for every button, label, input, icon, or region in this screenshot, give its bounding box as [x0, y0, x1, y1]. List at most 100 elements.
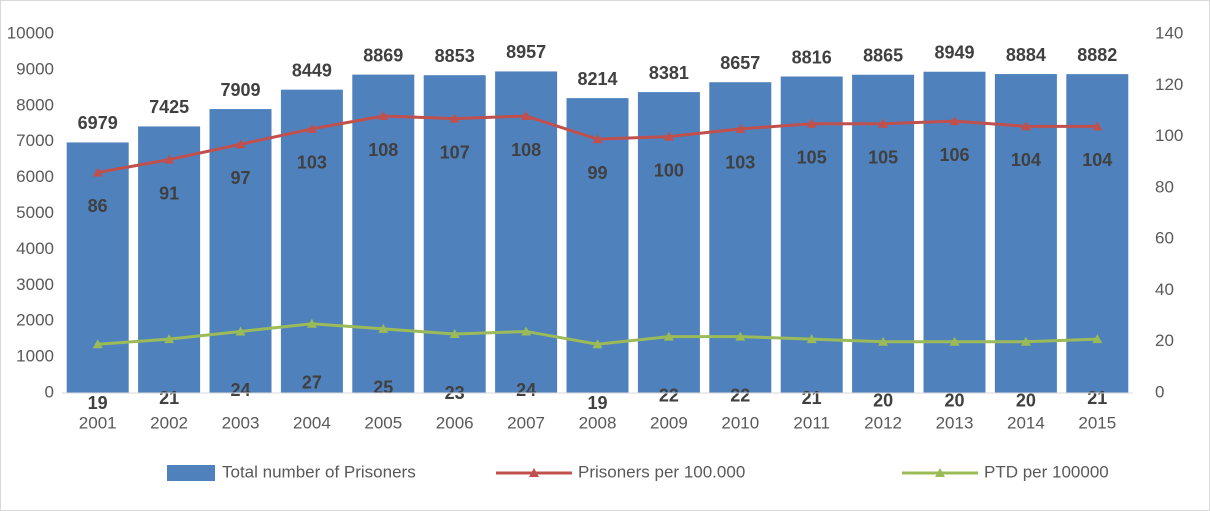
- data-label: 20: [944, 390, 964, 410]
- data-label: 108: [511, 140, 541, 160]
- marker: [521, 326, 532, 336]
- marker: [306, 318, 317, 328]
- marker: [1092, 121, 1103, 131]
- data-label: 103: [297, 153, 327, 173]
- data-label: 8214: [577, 69, 617, 89]
- y2-tick-label: 0: [1155, 382, 1164, 401]
- marker: [592, 134, 603, 144]
- marker: [164, 154, 175, 164]
- y-tick-label: 3000: [16, 275, 54, 294]
- x-tick-label: 2009: [650, 413, 688, 432]
- bar: [495, 71, 558, 394]
- x-tick-label: 2005: [364, 413, 402, 432]
- data-label: 25: [373, 378, 393, 398]
- marker: [378, 323, 389, 333]
- data-label: 105: [797, 148, 827, 168]
- marker: [592, 339, 603, 349]
- x-tick-label: 2012: [864, 413, 902, 432]
- x-tick-label: 2015: [1078, 413, 1116, 432]
- data-label: 21: [159, 388, 179, 408]
- y-tick-label: 5000: [16, 203, 54, 222]
- data-label: 103: [725, 153, 755, 173]
- data-label: 106: [939, 145, 969, 165]
- data-label: 27: [302, 373, 322, 393]
- y-tick-label: 7000: [16, 131, 54, 150]
- y-tick-label: 0: [45, 382, 54, 401]
- x-tick-label: 2011: [793, 413, 830, 432]
- marker: [949, 336, 960, 346]
- legend-swatch: [167, 465, 215, 481]
- marker: [235, 139, 246, 149]
- data-label: 8882: [1077, 45, 1117, 65]
- marker: [735, 123, 746, 133]
- y2-tick-label: 140: [1155, 23, 1183, 42]
- y2-tick-label: 20: [1155, 331, 1174, 350]
- data-label: 91: [159, 183, 179, 203]
- legend-label: Total number of Prisoners: [222, 462, 416, 481]
- marker: [878, 118, 889, 128]
- y2-tick-label: 100: [1155, 126, 1183, 145]
- y-tick-label: 10000: [7, 23, 54, 42]
- x-tick-label: 2014: [1007, 413, 1045, 432]
- data-label: 19: [587, 393, 607, 413]
- y2-tick-label: 120: [1155, 75, 1183, 94]
- data-label: 21: [1087, 388, 1107, 408]
- data-label: 86: [88, 196, 108, 216]
- x-tick-label: 2001: [79, 413, 117, 432]
- data-label: 8657: [720, 53, 760, 73]
- legend-marker: [935, 468, 945, 477]
- bar: [66, 142, 129, 393]
- data-label: 8816: [792, 47, 832, 67]
- data-label: 100: [654, 160, 684, 180]
- y-tick-label: 9000: [16, 59, 54, 78]
- marker: [1020, 121, 1031, 131]
- bar: [637, 92, 700, 393]
- marker: [521, 111, 532, 121]
- marker: [378, 111, 389, 121]
- data-label: 24: [230, 380, 250, 400]
- bar: [209, 109, 272, 394]
- y-tick-label: 1000: [16, 347, 54, 366]
- data-label: 105: [868, 148, 898, 168]
- data-label: 21: [802, 388, 822, 408]
- marker: [1092, 334, 1103, 344]
- x-tick-label: 2004: [293, 413, 331, 432]
- data-label: 7909: [220, 80, 260, 100]
- marker: [806, 334, 817, 344]
- marker: [806, 118, 817, 128]
- data-label: 24: [516, 380, 536, 400]
- data-label: 8449: [292, 60, 332, 80]
- data-label: 8949: [934, 42, 974, 62]
- y-tick-label: 8000: [16, 95, 54, 114]
- data-label: 7425: [149, 97, 189, 117]
- y2-tick-label: 40: [1155, 280, 1174, 299]
- data-label: 104: [1082, 150, 1112, 170]
- data-label: 104: [1011, 150, 1041, 170]
- marker: [878, 336, 889, 346]
- bar: [423, 75, 486, 393]
- marker: [92, 339, 103, 349]
- x-tick-label: 2010: [721, 413, 759, 432]
- data-label: 107: [440, 142, 470, 162]
- marker: [449, 113, 460, 123]
- marker: [1020, 336, 1031, 346]
- data-label: 108: [368, 140, 398, 160]
- x-tick-label: 2002: [150, 413, 188, 432]
- x-tick-label: 2006: [436, 413, 474, 432]
- data-label: 8865: [863, 45, 903, 65]
- x-tick-label: 2007: [507, 413, 545, 432]
- marker: [735, 331, 746, 341]
- marker: [164, 334, 175, 344]
- bar: [352, 74, 415, 393]
- marker: [949, 116, 960, 126]
- y-tick-label: 6000: [16, 167, 54, 186]
- data-label: 8869: [363, 45, 403, 65]
- legend-marker: [529, 468, 539, 477]
- y2-tick-label: 80: [1155, 177, 1174, 196]
- legend-label: Prisoners per 100.000: [578, 462, 745, 481]
- data-label: 20: [873, 390, 893, 410]
- y-tick-label: 4000: [16, 239, 54, 258]
- x-tick-label: 2013: [936, 413, 974, 432]
- data-label: 8957: [506, 42, 546, 62]
